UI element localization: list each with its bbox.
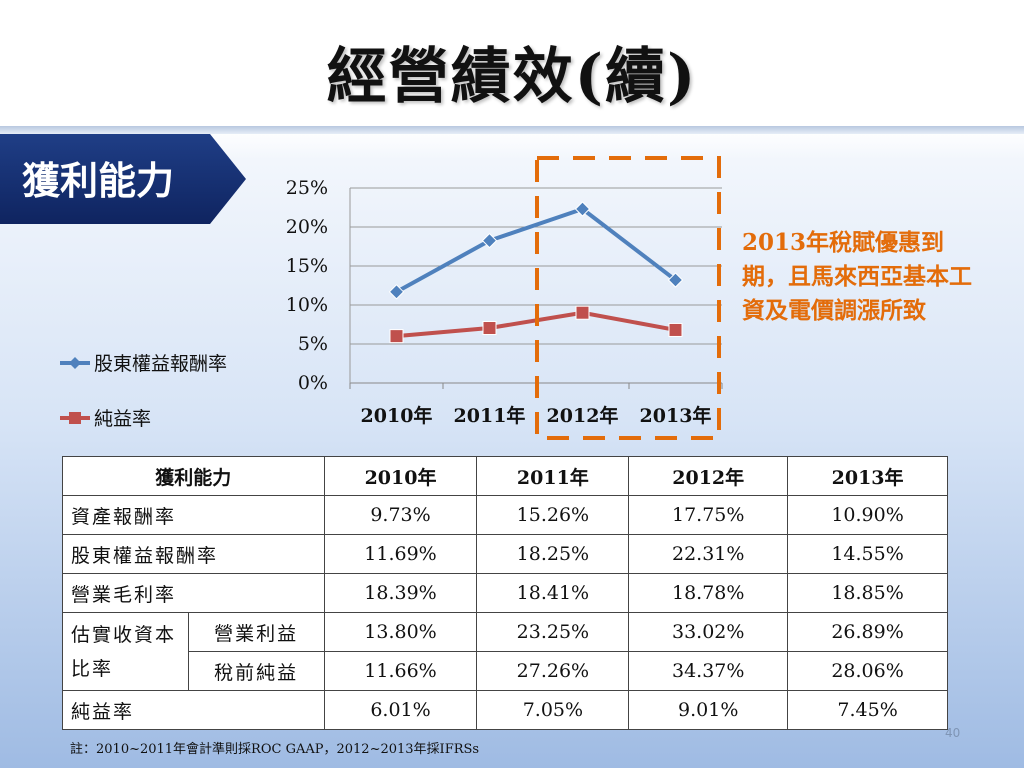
table-cell: 18.78% bbox=[628, 573, 789, 613]
table-cell: 23.25% bbox=[476, 612, 630, 652]
table-cell: 18.25% bbox=[476, 534, 630, 574]
y-tick-label: 0% bbox=[298, 372, 328, 394]
sub-row-label: 稅前純益 bbox=[187, 651, 325, 691]
x-tick-label: 2011年 bbox=[454, 404, 526, 427]
x-tick-label: 2010年 bbox=[361, 404, 433, 427]
table-cell: 18.85% bbox=[787, 573, 948, 613]
table-cell: 11.69% bbox=[323, 534, 478, 574]
slide-title: 經營績效(續) bbox=[326, 42, 698, 112]
table-cell: 27.26% bbox=[476, 651, 630, 691]
legend-label: 純益率 bbox=[94, 408, 151, 430]
table-cell: 28.06% bbox=[787, 651, 948, 691]
table-header-cell: 2013年 bbox=[787, 456, 948, 496]
table-cell: 18.39% bbox=[323, 573, 478, 613]
annotation-note: 2013年稅賦優惠到期，且馬來西亞基本工資及電價調漲所致 bbox=[742, 229, 972, 324]
table-cell: 17.75% bbox=[628, 495, 789, 535]
table-cell: 10.90% bbox=[787, 495, 948, 535]
table-cell: 22.31% bbox=[628, 534, 789, 574]
table-cell: 7.45% bbox=[787, 690, 948, 730]
y-tick-label: 10% bbox=[286, 294, 328, 316]
table-cell: 26.89% bbox=[787, 612, 948, 652]
data-point bbox=[667, 272, 684, 288]
table-row: 股東權益報酬率 11.69% 18.25% 22.31% 14.55% bbox=[62, 534, 948, 574]
table-row: 估實收資本比率 營業利益 13.80% 23.25% 33.02% 26.89% bbox=[62, 612, 948, 691]
x-tick-label: 2012年 bbox=[547, 404, 619, 427]
data-point bbox=[575, 305, 590, 320]
table-cell: 6.01% bbox=[323, 690, 478, 730]
table-cell: 9.01% bbox=[628, 690, 789, 730]
table-cell: 15.26% bbox=[476, 495, 630, 535]
y-axis-tick-labels: 0% 5% 10% 15% 20% 25% bbox=[286, 177, 328, 394]
table-row: 純益率 6.01% 7.05% 9.01% 7.45% bbox=[62, 690, 948, 730]
table-row: 稅前純益 11.66% 27.26% 34.37% 28.06% bbox=[63, 651, 948, 691]
data-point bbox=[481, 232, 498, 249]
footnote: 註：2010~2011年會計準則採ROC GAAP，2012~2013年採IFR… bbox=[70, 742, 480, 757]
y-tick-label: 5% bbox=[298, 333, 328, 355]
x-tick-label: 2013年 bbox=[640, 404, 712, 427]
y-tick-label: 20% bbox=[286, 216, 328, 238]
y-tick-label: 25% bbox=[286, 177, 328, 199]
legend-label: 股東權益報酬率 bbox=[94, 353, 227, 375]
table-header-cell: 2011年 bbox=[476, 456, 630, 496]
data-point bbox=[388, 284, 405, 300]
row-label: 資產報酬率 bbox=[62, 495, 325, 535]
x-axis-tick-labels: 2010年 2011年 2012年 2013年 bbox=[361, 404, 712, 427]
profitability-table: 獲利能力 2010年 2011年 2012年 2013年 資產報酬率 9.73%… bbox=[62, 456, 948, 730]
table-cell: 33.02% bbox=[628, 612, 789, 652]
sub-row-label: 營業利益 bbox=[187, 612, 325, 652]
section-banner bbox=[0, 134, 246, 224]
y-tick-label: 15% bbox=[286, 255, 328, 277]
table-cell: 7.05% bbox=[476, 690, 630, 730]
table-header-row: 獲利能力 2010年 2011年 2012年 2013年 bbox=[62, 456, 948, 496]
line-chart: 0% 5% 10% 15% 20% 25% 2010年 2011年 2012年 2013年 股東… bbox=[60, 156, 723, 440]
highlight-box-2013 bbox=[535, 156, 721, 440]
table-cell: 11.66% bbox=[323, 651, 478, 691]
table-header-cell: 2012年 bbox=[628, 456, 789, 496]
row-label: 營業毛利率 bbox=[62, 573, 325, 613]
page-number: 40 bbox=[945, 726, 961, 740]
series-line-1 bbox=[395, 206, 677, 294]
data-point bbox=[574, 201, 591, 217]
table-cell: 9.73% bbox=[323, 495, 478, 535]
row-label: 純益率 bbox=[62, 690, 325, 730]
table-row: 營業毛利率 18.39% 18.41% 18.78% 18.85% bbox=[62, 573, 948, 613]
row-label: 股東權益報酬率 bbox=[62, 534, 325, 574]
section-banner-label: 獲利能力 bbox=[22, 158, 175, 203]
table-cell: 14.55% bbox=[787, 534, 948, 574]
data-point bbox=[668, 322, 683, 337]
table-cell: 13.80% bbox=[323, 612, 478, 652]
data-point bbox=[389, 329, 404, 344]
table-row: 資產報酬率 9.73% 15.26% 17.75% 10.90% bbox=[62, 495, 948, 535]
table-header-cell: 獲利能力 bbox=[62, 456, 325, 496]
table-header-cell: 2010年 bbox=[323, 456, 478, 496]
table-cell: 18.41% bbox=[476, 573, 630, 613]
group-row-label: 估實收資本比率 bbox=[62, 612, 189, 691]
title-divider bbox=[0, 126, 1024, 134]
legend-marker bbox=[69, 412, 81, 424]
data-point bbox=[482, 321, 497, 336]
chart-series bbox=[388, 201, 684, 344]
table-cell: 34.37% bbox=[628, 651, 789, 691]
legend-marker bbox=[69, 357, 81, 369]
